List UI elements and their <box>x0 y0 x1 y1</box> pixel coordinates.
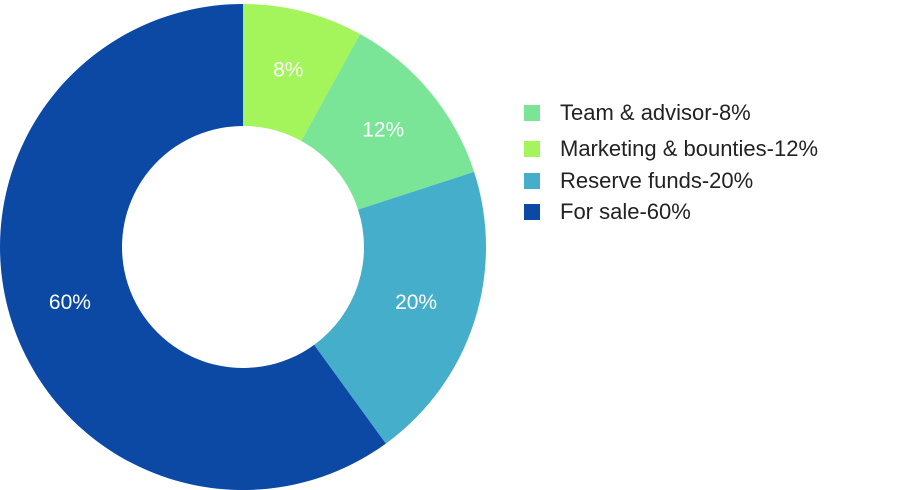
slice <box>301 34 475 210</box>
slice <box>314 171 486 444</box>
slice <box>0 4 386 490</box>
legend-swatch <box>524 141 540 157</box>
value-label: 60% <box>49 291 91 314</box>
value-label: 12% <box>362 119 404 142</box>
legend-swatch <box>524 105 540 121</box>
legend-label: Marketing & bounties-12% <box>560 136 818 161</box>
value-label: 8% <box>273 58 303 81</box>
legend-label: Reserve funds-20% <box>560 168 753 193</box>
legend-label: For sale-60% <box>560 199 691 224</box>
legend-swatch <box>524 204 540 220</box>
legend-swatch <box>524 173 540 189</box>
legend-label: Team & advisor-8% <box>560 100 751 125</box>
slice <box>243 4 361 141</box>
value-label: 20% <box>395 291 437 314</box>
